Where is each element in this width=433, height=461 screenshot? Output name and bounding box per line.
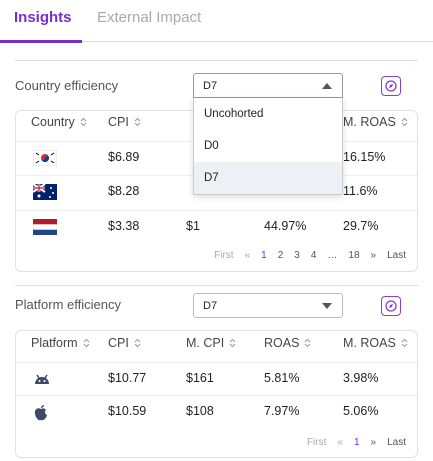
table-cell: $10.77 [108,371,147,385]
column-header[interactable]: M. ROAS [343,336,408,350]
table-card [15,330,418,458]
compass-button[interactable] [381,76,401,96]
table-cell: 3.98% [343,371,379,385]
section-title: Country efficiency [15,78,119,93]
page-number[interactable]: 18 [348,250,360,261]
header-label: M. ROAS [343,336,396,350]
caret [322,303,332,309]
page-prev[interactable]: « [337,437,343,448]
header-label: Platform [31,336,78,350]
header-label: CPI [108,115,129,129]
dropdown-option[interactable]: D0 [204,140,219,152]
table-cell: $161 [186,371,214,385]
page-number[interactable]: 3 [294,250,300,261]
caret [322,83,332,89]
tab-insights[interactable]: Insights [14,9,72,26]
page-number[interactable]: … [327,250,338,261]
column-header[interactable]: Platform [31,336,90,350]
platform-icon [33,371,51,387]
header-label: M. ROAS [343,115,396,129]
dropdown[interactable]: D7 [193,73,343,98]
compass-button[interactable] [381,296,401,316]
page-last[interactable]: Last [387,250,406,261]
table-cell: $1 [186,219,200,233]
dropdown-value: D7 [203,80,218,92]
column-header[interactable]: CPI [108,115,141,129]
tab-external[interactable]: External Impact [97,9,202,26]
platform-icon [33,404,49,422]
page-number[interactable]: 1 [261,250,267,261]
table-cell: 11.6% [343,184,378,198]
table-cell: 5.06% [343,404,379,418]
page-prev[interactable]: « [244,250,251,261]
column-header[interactable]: M. ROAS [343,115,408,129]
page-first[interactable]: First [214,250,234,261]
country-flag [32,218,58,236]
page-last[interactable]: Last [387,437,406,448]
table-cell: 5.81% [264,371,300,385]
country-flag [32,149,58,167]
pagination: First « 1 » Last [307,437,406,448]
table-cell: 16.15% [343,150,386,164]
table-cell: $8.28 [108,184,140,198]
table-cell: $108 [186,404,214,418]
pagination: First « 1 2 3 4 … 18 » Last [214,250,406,261]
header-label: M. CPI [186,336,225,350]
table-cell: 7.97% [264,404,300,418]
table-cell: $3.38 [108,219,140,233]
table-cell: $10.59 [108,404,147,418]
header-label: ROAS [264,336,300,350]
page-next[interactable]: » [370,437,377,448]
dropdown[interactable]: D7 [193,293,343,318]
column-header[interactable]: ROAS [264,336,311,350]
page-first[interactable]: First [306,437,327,448]
table-cell: 29.7% [343,219,379,233]
column-header[interactable]: Country [31,115,87,129]
dropdown-option[interactable]: Uncohorted [204,108,264,120]
dropdown-option[interactable]: D7 [194,162,342,194]
row-divider [16,362,417,363]
dropdown-value: D7 [203,300,218,312]
section-divider [15,60,418,61]
table-cell: 44.97% [264,219,307,233]
page-number[interactable]: 2 [277,250,284,261]
row-divider [16,210,417,211]
row-divider [16,395,417,396]
column-header[interactable]: M. CPI [186,336,236,350]
tab-indicator [0,40,82,43]
table-cell: $6.89 [108,150,140,164]
section-divider [15,285,418,286]
dropdown-menu: Uncohorted D0 D7 [193,98,343,195]
header-label: CPI [108,336,129,350]
tab-border [0,41,433,42]
header-label: Country [31,115,75,129]
section-title: Platform efficiency [15,297,121,312]
column-header[interactable]: CPI [108,336,141,350]
country-flag [32,183,57,200]
page-number[interactable]: 1 [353,437,360,448]
page-next[interactable]: » [370,250,377,261]
page-number[interactable]: 4 [310,250,317,261]
